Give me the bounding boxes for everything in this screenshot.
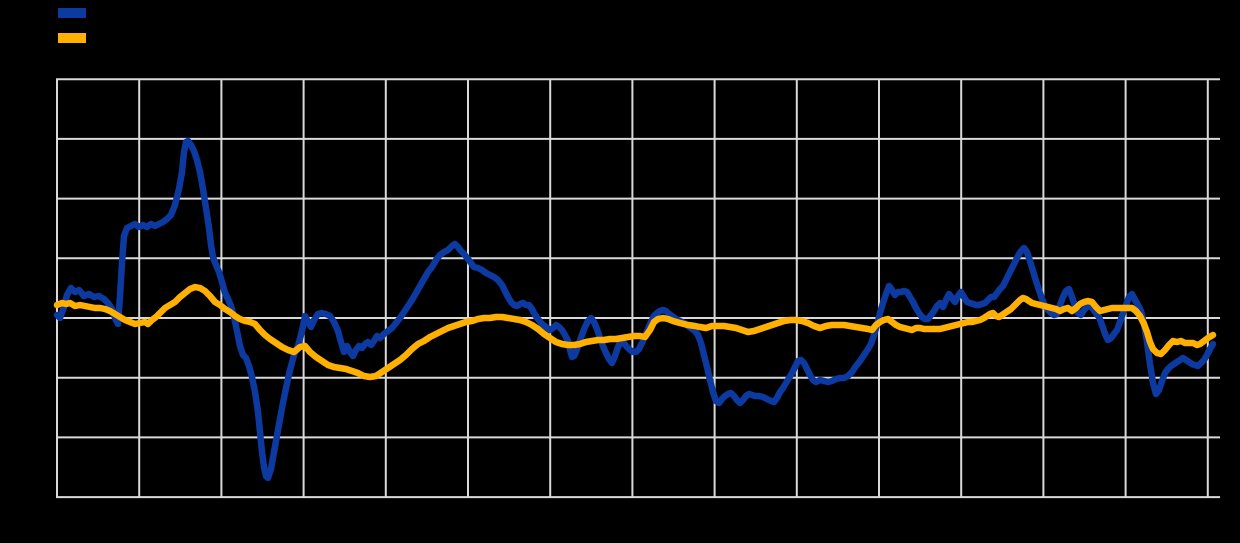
legend-swatch-yellow bbox=[58, 33, 86, 43]
legend-item-yellow bbox=[58, 33, 96, 43]
gridlines-group bbox=[56, 78, 1220, 499]
legend-swatch-blue bbox=[58, 8, 86, 18]
legend-item-blue bbox=[58, 8, 96, 18]
series-group bbox=[53, 137, 1217, 482]
series-yellow-line bbox=[53, 283, 1217, 381]
